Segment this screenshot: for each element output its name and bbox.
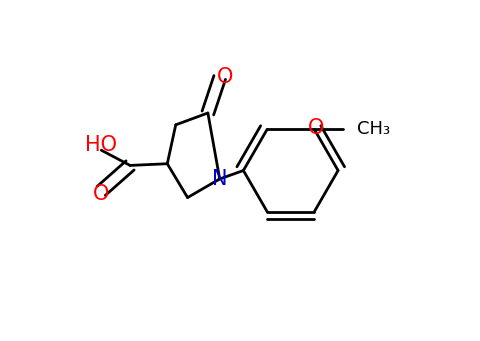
Text: O: O: [216, 68, 233, 88]
Text: O: O: [93, 184, 109, 204]
Text: N: N: [212, 169, 228, 189]
Text: O: O: [308, 118, 324, 138]
Text: CH₃: CH₃: [357, 120, 390, 138]
Text: HO: HO: [85, 135, 117, 155]
